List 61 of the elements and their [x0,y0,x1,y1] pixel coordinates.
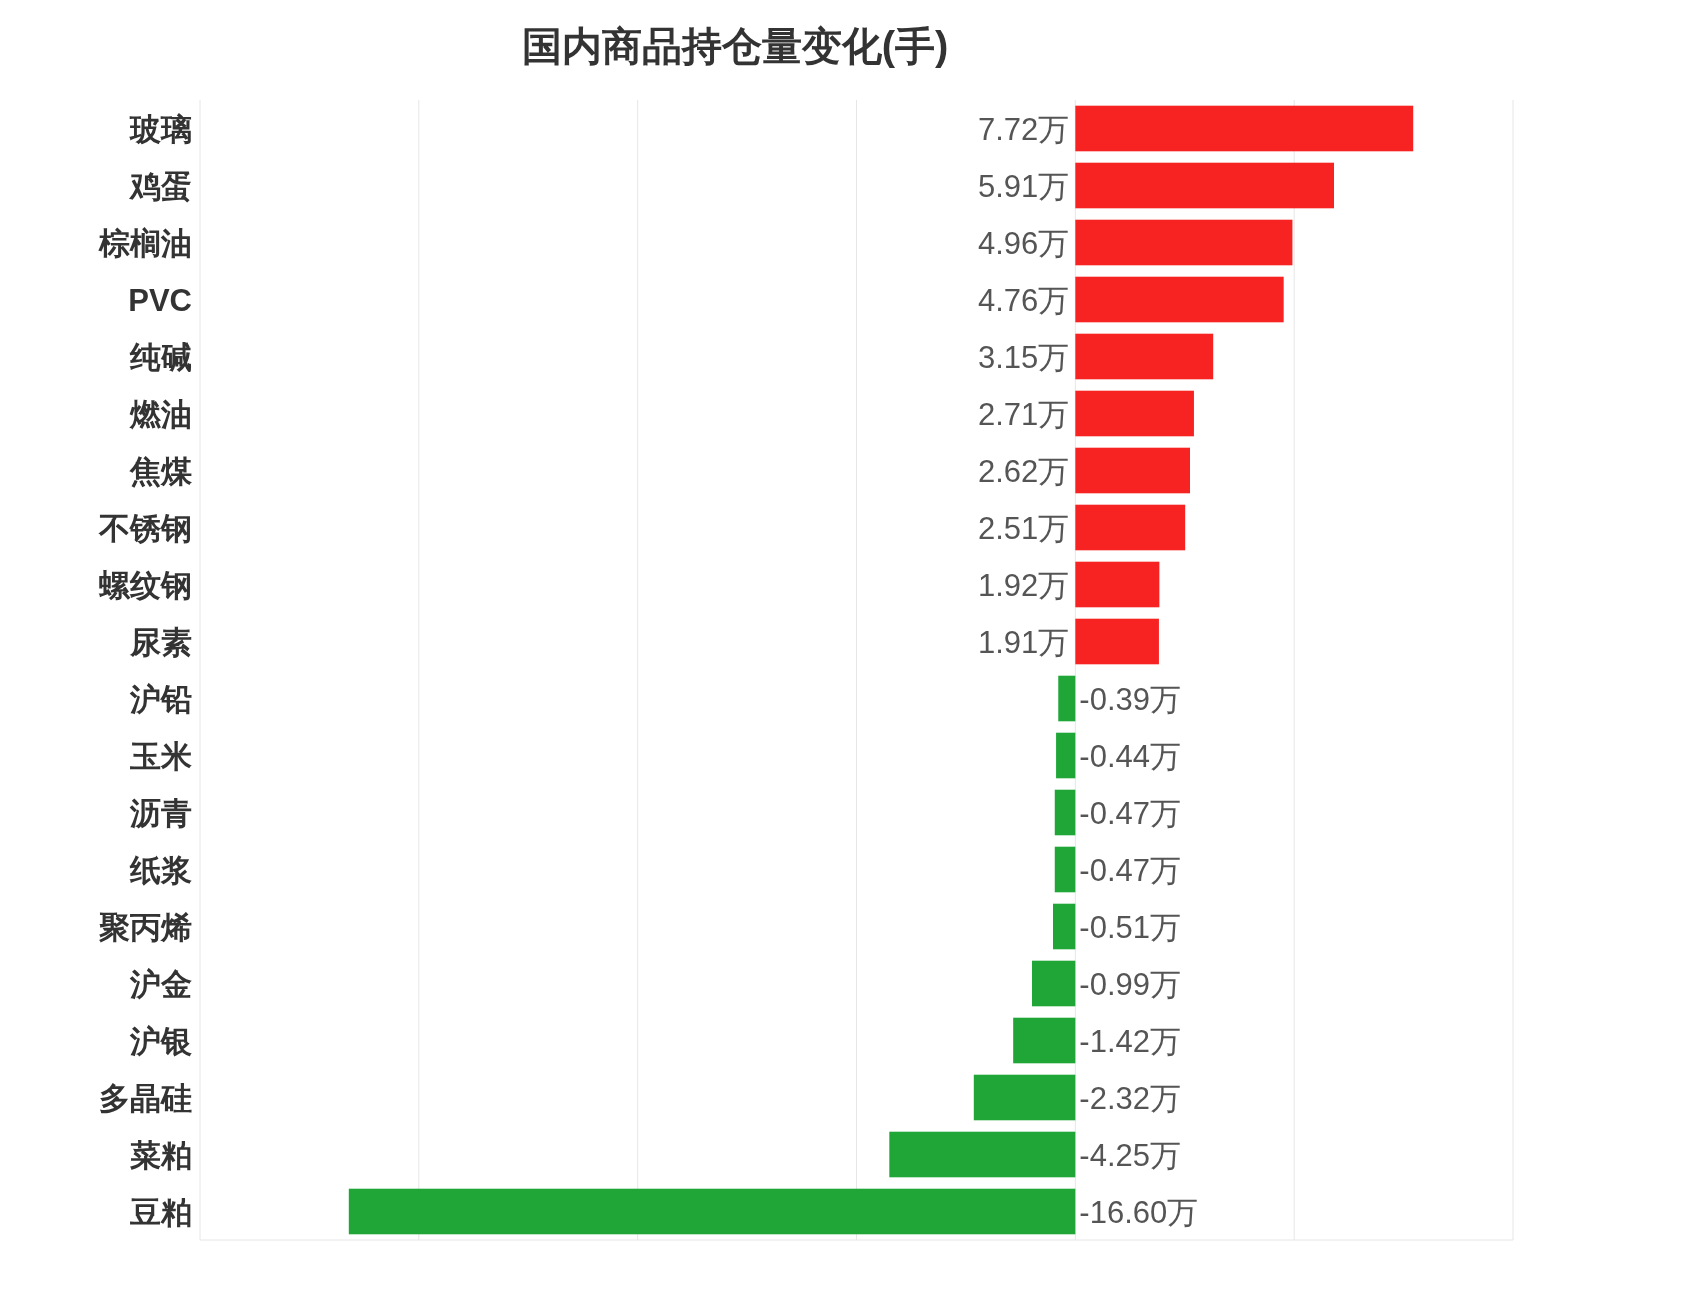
bar [973,1074,1076,1121]
bar [1075,618,1159,665]
bar [1075,390,1194,437]
data-label: -0.99万 [1079,966,1182,1002]
bar [1075,105,1414,152]
bar [1075,447,1190,494]
bar [1075,219,1293,266]
data-label: 1.92万 [977,567,1070,603]
data-label: -16.60万 [1079,1194,1199,1230]
y-tick-label: 不锈钢 [98,510,192,546]
bar [1056,732,1076,779]
bar [1013,1017,1076,1064]
data-label: 3.15万 [977,339,1070,375]
data-label: -0.51万 [1079,909,1182,945]
y-tick-label: 玉米 [129,738,192,774]
y-tick-label: 菜粕 [129,1137,192,1173]
bar [1054,789,1076,836]
data-label: 7.72万 [977,111,1070,147]
data-label: -4.25万 [1079,1137,1182,1173]
data-label: -1.42万 [1079,1023,1182,1059]
y-tick-label: 沥青 [129,795,192,831]
data-label: -0.47万 [1079,795,1182,831]
bar [1075,333,1214,380]
y-tick-label: 棕榈油 [98,225,192,261]
y-tick-label: 聚丙烯 [98,909,192,945]
y-tick-label: 沪金 [129,966,192,1002]
data-label: -0.39万 [1079,681,1182,717]
data-label: 2.62万 [977,453,1070,489]
y-tick-label: 多晶硅 [99,1080,192,1116]
bar [1075,276,1284,323]
bar [1032,960,1076,1007]
y-tick-label: 沪银 [129,1023,192,1059]
y-tick-label: 尿素 [129,624,192,660]
y-tick-label: 焦煤 [129,453,192,489]
data-label: -0.44万 [1079,738,1182,774]
bar [1075,162,1334,209]
y-tick-label: 沪铅 [129,681,192,717]
bar [1075,561,1160,608]
y-tick-label: 螺纹钢 [98,567,192,603]
data-label: 4.76万 [977,282,1070,318]
data-label: -2.32万 [1079,1080,1182,1116]
y-tick-label: 燃油 [129,396,192,432]
y-tick-label: PVC [128,282,192,318]
bar [348,1188,1076,1235]
data-label: 2.51万 [977,510,1070,546]
data-label: 1.91万 [977,624,1070,660]
data-label: -0.47万 [1079,852,1182,888]
y-tick-label: 豆粕 [129,1194,192,1230]
data-label: 5.91万 [977,168,1070,204]
bar [889,1131,1076,1178]
y-tick-label: 纸浆 [129,852,192,888]
bar [1075,504,1186,551]
y-tick-label: 纯碱 [129,339,192,375]
data-label: 4.96万 [977,225,1070,261]
chart-title: 国内商品持仓量变化(手) [521,24,949,68]
bar [1053,903,1076,950]
y-tick-label: 玻璃 [129,111,192,147]
y-tick-label: 鸡蛋 [128,168,192,204]
bar [1054,846,1076,893]
bar [1058,675,1076,722]
data-label: 2.71万 [977,396,1070,432]
